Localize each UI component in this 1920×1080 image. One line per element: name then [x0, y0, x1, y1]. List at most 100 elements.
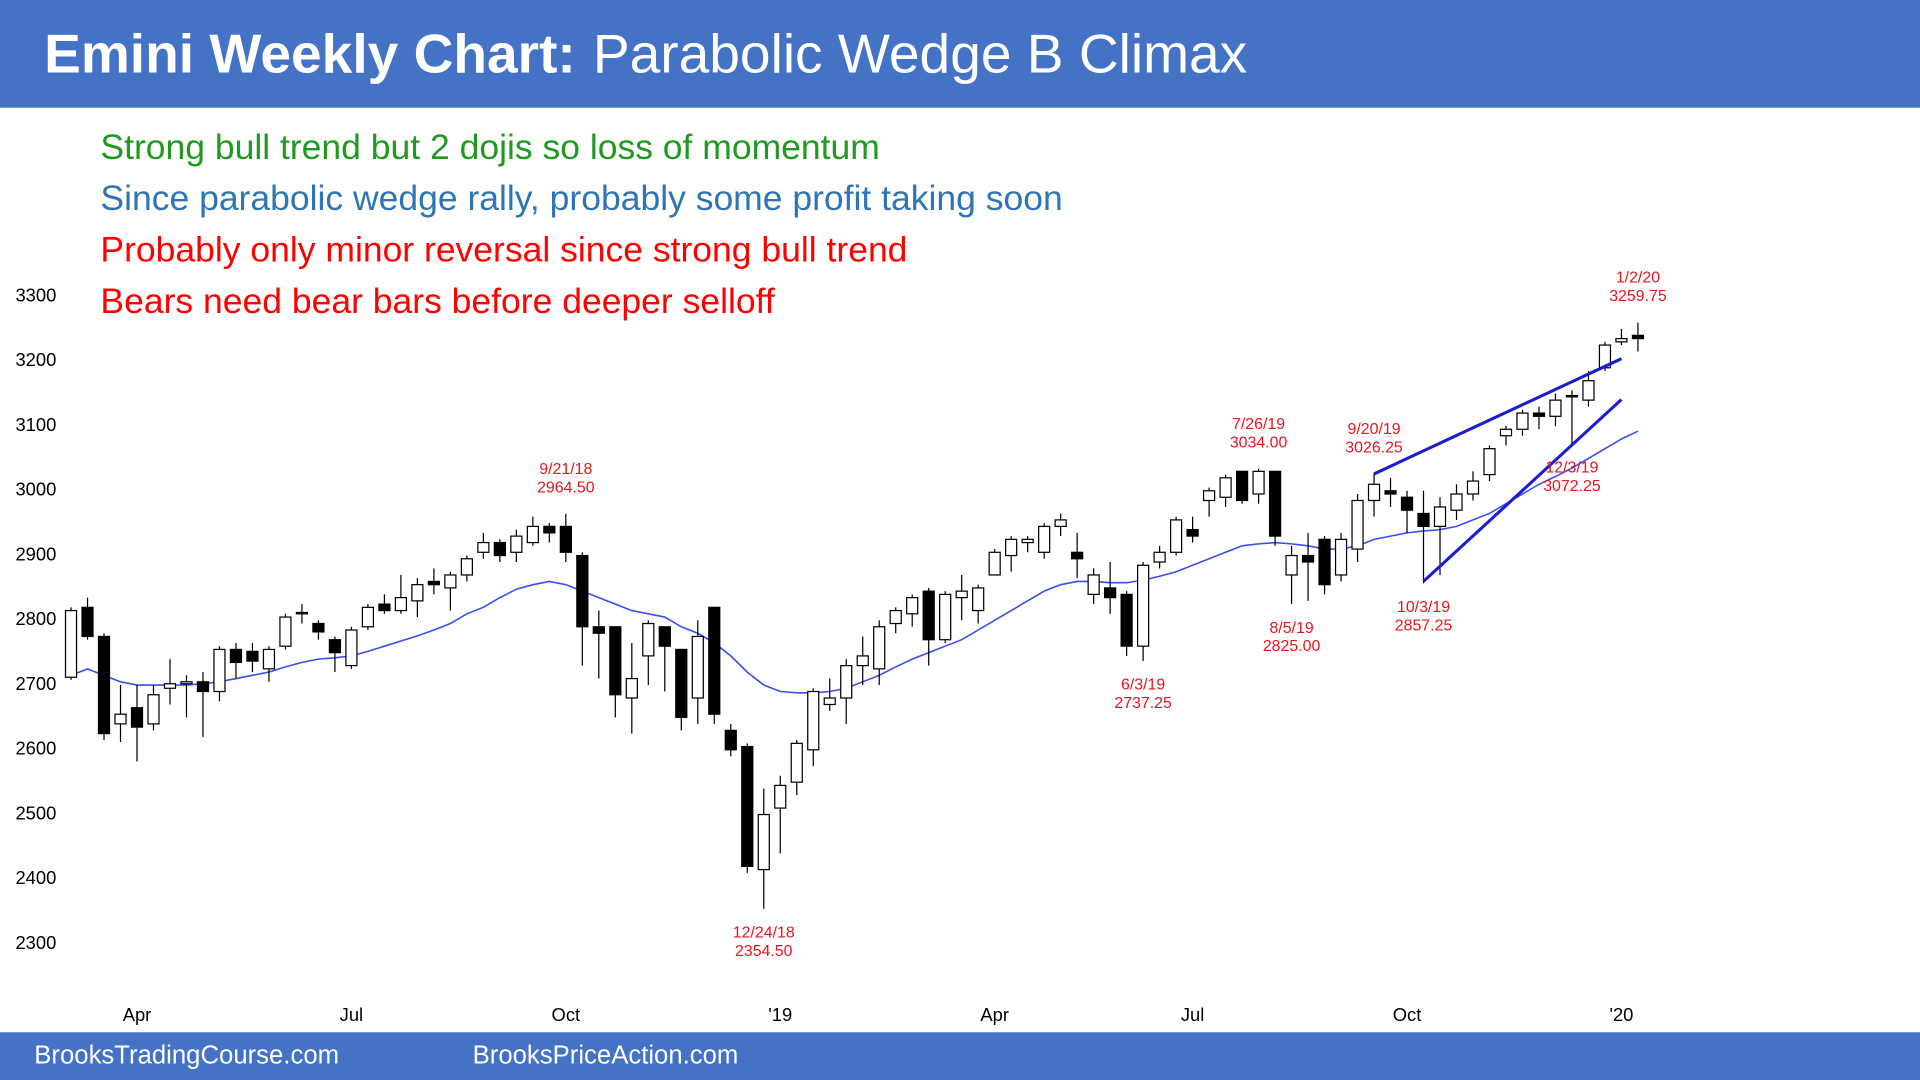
note: Bears need bear bars before deeper sello… — [100, 281, 774, 321]
candle-body — [1582, 380, 1595, 401]
candle-body — [1038, 525, 1051, 553]
footer-link[interactable]: BrooksPriceAction.com — [473, 1042, 739, 1070]
candle-body — [1466, 480, 1480, 495]
candle-body — [757, 813, 770, 871]
candle-body — [444, 574, 457, 589]
note: Probably only minor reversal since stron… — [100, 230, 907, 270]
annotation-price: 3026.25 — [1345, 439, 1403, 456]
candle-body — [427, 580, 441, 586]
candle-body — [1136, 564, 1150, 647]
candle-body — [939, 593, 952, 641]
candle-body — [295, 611, 309, 615]
candle-body — [97, 635, 111, 735]
candle-body — [856, 655, 869, 667]
candle-body — [543, 525, 556, 534]
candle-body — [1400, 496, 1414, 511]
footer-link[interactable]: BrooksTradingCourse.com — [34, 1042, 339, 1070]
annotation-price: 2964.50 — [537, 479, 595, 496]
candle-body — [114, 713, 127, 725]
candle-body — [1483, 448, 1496, 476]
annotation-date: 9/21/18 — [539, 461, 592, 478]
annotation-price: 3072.25 — [1543, 478, 1601, 495]
candle-body — [1631, 334, 1645, 340]
candle-body — [807, 690, 820, 751]
annotation-date: 1/2/20 — [1616, 270, 1660, 287]
candle-body — [724, 729, 737, 751]
candle-body — [1549, 399, 1562, 417]
candle-body — [378, 603, 391, 612]
title: Emini Weekly Chart: Parabolic Wedge B Cli… — [44, 22, 1247, 84]
candle-body — [559, 525, 572, 553]
candle-body — [1318, 538, 1331, 586]
candle-body — [1433, 506, 1447, 528]
candle-body — [922, 590, 935, 641]
y-tick-label: 2400 — [15, 867, 56, 888]
candle-body — [312, 622, 325, 633]
moving-average — [70, 430, 1639, 694]
candle-body — [1516, 412, 1529, 430]
note: Since parabolic wedge rally, probably so… — [100, 178, 1062, 218]
candle-body — [642, 622, 655, 657]
candle-body — [972, 587, 985, 612]
candle-body — [1087, 574, 1100, 595]
title-bold: Emini Weekly Chart: — [44, 22, 576, 84]
annotation-date: 12/24/18 — [733, 924, 795, 941]
candle-body — [1565, 394, 1579, 398]
candle-body — [1450, 493, 1463, 511]
candle-body — [213, 648, 226, 693]
annotation-price: 2354.50 — [735, 943, 793, 960]
annotation-price: 2857.25 — [1395, 617, 1453, 634]
candle-body — [889, 609, 902, 625]
candle-body — [411, 584, 424, 602]
note: Strong bull trend but 2 dojis so loss of… — [100, 127, 879, 167]
y-tick-label: 3100 — [15, 414, 56, 435]
candle-body — [1235, 470, 1249, 502]
footer-bar — [0, 1032, 1920, 1080]
candle-body — [147, 694, 160, 725]
y-tick-label: 3300 — [15, 284, 56, 305]
subtitle: Parabolic Wedge B Climax — [593, 22, 1247, 84]
x-tick-label: Jul — [1181, 1004, 1204, 1025]
header-bar — [0, 0, 1920, 108]
candle-body — [81, 606, 94, 638]
x-tick-label: Apr — [123, 1004, 152, 1025]
candle-body — [1169, 519, 1183, 553]
candle-body — [1071, 551, 1084, 560]
candle-body — [1005, 538, 1018, 557]
candle-body — [64, 609, 78, 678]
x-tick-label: '20 — [1609, 1004, 1633, 1025]
candle-body — [477, 541, 490, 553]
candle-body — [873, 626, 886, 670]
candle-body — [658, 626, 671, 647]
candle-body — [1367, 483, 1381, 502]
candle-body — [1268, 470, 1282, 537]
candle-body — [1285, 554, 1298, 576]
y-tick-label: 3200 — [15, 349, 56, 370]
candle-body — [510, 535, 523, 553]
candle-body — [130, 707, 144, 728]
candle-body — [1153, 551, 1166, 563]
trend-line — [1422, 398, 1623, 583]
candle-body — [262, 648, 276, 670]
annotation-date: 7/26/19 — [1232, 416, 1285, 433]
y-tick-label: 2900 — [15, 543, 56, 564]
candle-body — [1202, 490, 1216, 502]
x-tick-label: '19 — [768, 1004, 792, 1025]
candle-body — [1054, 519, 1067, 528]
candle-body — [361, 606, 375, 628]
annotation-date: 6/3/19 — [1121, 677, 1165, 694]
y-tick-label: 2500 — [15, 802, 56, 823]
candle-body — [279, 616, 292, 647]
candle-body — [180, 681, 193, 685]
annotation-date: 10/3/19 — [1397, 599, 1450, 616]
candle-body — [1351, 499, 1364, 550]
candle-body — [493, 541, 506, 557]
candle-body — [1384, 490, 1397, 495]
candle-body — [906, 597, 919, 615]
candle-body — [1252, 470, 1265, 495]
x-tick-label: Apr — [980, 1004, 1009, 1025]
candle-body — [955, 590, 968, 599]
candle-body — [1615, 337, 1628, 343]
candle-body — [988, 551, 1001, 576]
